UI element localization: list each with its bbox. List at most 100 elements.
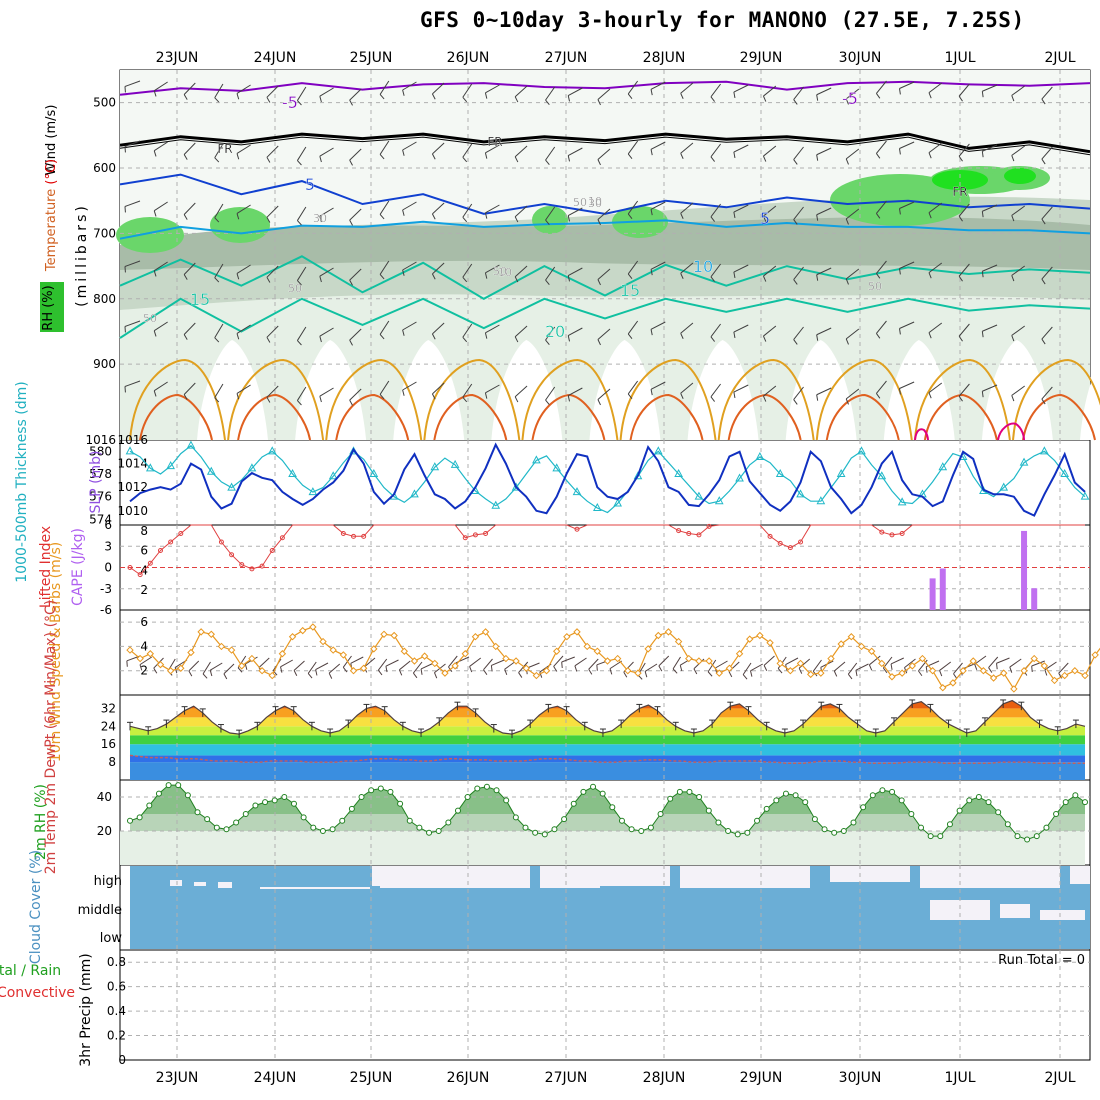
wind-barb [432, 382, 445, 395]
wind-barb-flag [209, 670, 213, 677]
wind-barb-flag [412, 672, 418, 679]
rh-point [146, 802, 153, 809]
wind-barb [349, 388, 362, 401]
thermal-lobe [197, 340, 268, 440]
wind-barb [183, 322, 196, 335]
rh-point [840, 828, 847, 834]
wind-barb-flag [1041, 338, 1046, 345]
rh-point [271, 797, 278, 804]
contour-label: FR [952, 185, 967, 199]
wind-barb [869, 655, 881, 666]
wind-barb-flag [733, 331, 736, 339]
wind-speed-point [217, 642, 226, 651]
wind-barb-flag [928, 152, 932, 159]
wind-barb [379, 140, 390, 155]
precip-legend-rain: tal / Rain [0, 963, 61, 979]
wind-speed-point [441, 669, 449, 677]
thickness-point [999, 482, 1009, 491]
wind-barb-flag [981, 391, 984, 398]
chart-title: GFS 0~10day 3-hourly for MANONO (27.5E, … [420, 8, 1025, 32]
rh-point [281, 794, 288, 800]
li-point [706, 523, 712, 529]
wind-barb [485, 384, 500, 394]
wind-barb-flag [567, 215, 571, 222]
wind-barb [236, 384, 251, 394]
wind-barb-flag [567, 275, 571, 282]
thickness-point [430, 462, 440, 471]
thickness-point [593, 502, 602, 511]
wind-barb-flag [545, 339, 550, 346]
wind-barb-flag [183, 394, 188, 400]
wind-barb-flag [890, 663, 893, 670]
temp-tick-label: 24 [101, 719, 116, 733]
li-point [340, 531, 346, 536]
wind-barb-flag [183, 154, 188, 160]
wind-barb [793, 86, 804, 100]
wind-speed-point [278, 650, 287, 658]
temp-tick-label: 32 [101, 701, 116, 715]
li-point [483, 531, 489, 536]
wind-speed-point [664, 628, 673, 636]
wind-speed-point [542, 667, 551, 675]
isotherm-30 [727, 393, 802, 441]
contour-label: -5 [282, 93, 298, 112]
wind-barb-flag [183, 214, 188, 220]
wind-speed-point [532, 671, 541, 680]
cloud-clear-high [170, 880, 182, 886]
wind-barb [379, 320, 390, 335]
isotherm-25 [619, 358, 717, 441]
isotherm-FR-double [119, 136, 1091, 156]
cloud-panel: high middle low [78, 865, 1090, 950]
wind-barb [319, 207, 334, 217]
wind-speed-point [1071, 667, 1079, 675]
wind-barb [816, 387, 832, 396]
thickness-tick-label: 574 [89, 512, 112, 526]
wind-barb [742, 662, 752, 675]
wind-barb-flag [223, 673, 228, 680]
wind-barb [432, 262, 445, 275]
thickness-line [129, 444, 1086, 514]
wind-speed-point [786, 667, 795, 675]
contour-label: 20 [545, 322, 565, 341]
wind-barb [432, 82, 445, 95]
li-point [361, 533, 367, 539]
wind-barb [816, 327, 832, 336]
wind-barb-flag [1011, 395, 1015, 402]
wind-barb [816, 147, 832, 156]
cloud-clear-mid [930, 900, 990, 920]
wind-barb-flag [431, 93, 436, 100]
wind-speed-point [735, 650, 744, 658]
thickness-point [633, 471, 643, 480]
wind-barb-flag [627, 273, 633, 279]
wind-barb-flag [420, 668, 423, 675]
thickness-point [1060, 468, 1070, 477]
li-point [229, 552, 235, 558]
wind-barb [710, 323, 721, 338]
wind-barb-flag [377, 669, 383, 676]
cloud-clear-high [600, 866, 670, 886]
wind-barb-flag [875, 153, 881, 159]
bottom-date-label: 24JUN [254, 1070, 297, 1086]
thickness-tick-label: 578 [89, 467, 112, 481]
wind-barb [899, 201, 915, 209]
wind-barb-flag [504, 669, 508, 676]
wind-barb [258, 657, 270, 668]
wind-barb-flag [236, 273, 240, 280]
wind-barb [432, 322, 445, 335]
wind-barb-flag [875, 393, 881, 399]
li-point [178, 531, 184, 536]
wind-barb-flag [1041, 218, 1046, 225]
wind-barb [627, 320, 639, 335]
wind-barb [153, 201, 168, 212]
rh-point [831, 829, 838, 836]
wind-barb [319, 87, 334, 97]
wind-barb-flag [297, 280, 302, 286]
contour-label: 5 [760, 209, 770, 228]
rh-line [129, 784, 1086, 841]
rh-point [754, 817, 761, 824]
wind-barb [876, 200, 887, 214]
wind-barb-flag [981, 151, 984, 158]
wind-barb [462, 83, 473, 98]
wind-barb-flag [398, 669, 403, 676]
wind-barb [567, 327, 583, 336]
